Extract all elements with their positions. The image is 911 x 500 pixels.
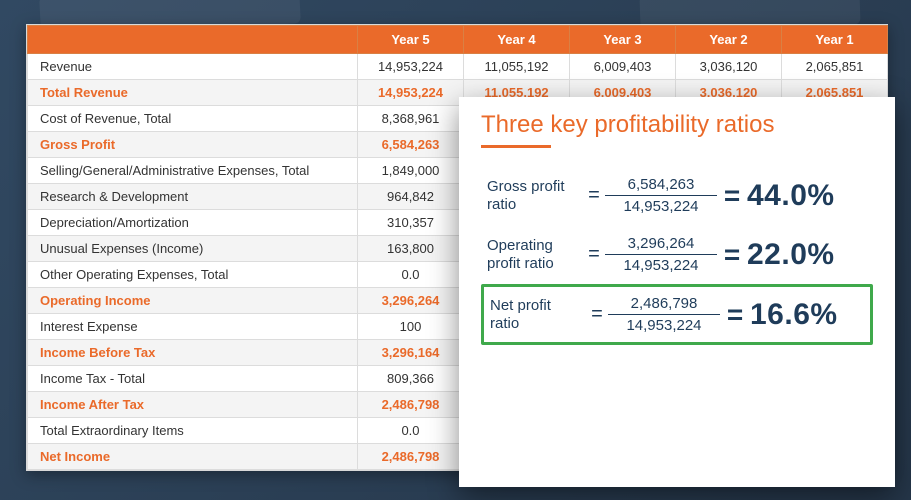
- ratio-denominator: 14,953,224: [608, 315, 720, 334]
- header-blank: [28, 26, 358, 54]
- ratio-name: Gross profitratio: [487, 178, 583, 213]
- row-label: Other Operating Expenses, Total: [28, 262, 358, 288]
- ratio-percent: 44.0%: [747, 179, 835, 213]
- equals-sign: =: [720, 299, 750, 331]
- row-value: 310,357: [358, 210, 464, 236]
- header-year: Year 1: [782, 26, 888, 54]
- row-value: 0.0: [358, 262, 464, 288]
- row-label: Income After Tax: [28, 392, 358, 418]
- row-value: 8,368,961: [358, 106, 464, 132]
- slide: Year 5 Year 4 Year 3 Year 2 Year 1 Reven…: [0, 0, 911, 500]
- ratio-denominator: 14,953,224: [605, 255, 717, 274]
- equals-sign: =: [717, 180, 747, 212]
- row-value: 6,584,263: [358, 132, 464, 158]
- equals-sign: =: [717, 239, 747, 271]
- row-label: Depreciation/Amortization: [28, 210, 358, 236]
- row-value: 2,065,851: [782, 54, 888, 80]
- row-value: 100: [358, 314, 464, 340]
- row-value: 809,366: [358, 366, 464, 392]
- ratio-fraction: 6,584,26314,953,224: [605, 176, 717, 215]
- row-value: 0.0: [358, 418, 464, 444]
- ratio-numerator: 3,296,264: [605, 235, 717, 255]
- header-year: Year 2: [676, 26, 782, 54]
- row-value: 14,953,224: [358, 54, 464, 80]
- ratio-row: Gross profitratio=6,584,26314,953,224=44…: [481, 166, 873, 225]
- equals-sign: =: [583, 243, 605, 266]
- card-title-underline: [481, 145, 551, 148]
- row-value: 1,849,000: [358, 158, 464, 184]
- ratio-card: Three key profitability ratios Gross pro…: [459, 97, 895, 487]
- equals-sign: =: [586, 303, 608, 326]
- ratio-fraction: 2,486,79814,953,224: [608, 295, 720, 334]
- row-label: Income Tax - Total: [28, 366, 358, 392]
- row-value: 6,009,403: [570, 54, 676, 80]
- row-value: 3,296,264: [358, 288, 464, 314]
- row-value: 11,055,192: [464, 54, 570, 80]
- table-row: Revenue14,953,22411,055,1926,009,4033,03…: [28, 54, 888, 80]
- row-value: 163,800: [358, 236, 464, 262]
- ratio-row: Net profitratio=2,486,79814,953,224=16.6…: [481, 284, 873, 345]
- card-title: Three key profitability ratios: [481, 111, 873, 139]
- table-header-row: Year 5 Year 4 Year 3 Year 2 Year 1: [28, 26, 888, 54]
- row-label: Interest Expense: [28, 314, 358, 340]
- ratio-name: Net profitratio: [490, 297, 586, 332]
- row-label: Total Revenue: [28, 80, 358, 106]
- ratio-numerator: 6,584,263: [605, 176, 717, 196]
- ratio-fraction: 3,296,26414,953,224: [605, 235, 717, 274]
- row-value: 3,296,164: [358, 340, 464, 366]
- row-value: 2,486,798: [358, 444, 464, 470]
- row-value: 14,953,224: [358, 80, 464, 106]
- row-label: Selling/General/Administrative Expenses,…: [28, 158, 358, 184]
- equals-sign: =: [583, 184, 605, 207]
- row-label: Unusual Expenses (Income): [28, 236, 358, 262]
- row-label: Operating Income: [28, 288, 358, 314]
- ratio-list: Gross profitratio=6,584,26314,953,224=44…: [481, 166, 873, 345]
- ratio-numerator: 2,486,798: [608, 295, 720, 315]
- row-value: 2,486,798: [358, 392, 464, 418]
- header-year: Year 5: [358, 26, 464, 54]
- ratio-percent: 22.0%: [747, 238, 835, 272]
- row-value: 964,842: [358, 184, 464, 210]
- row-label: Total Extraordinary Items: [28, 418, 358, 444]
- row-value: 3,036,120: [676, 54, 782, 80]
- ratio-name: Operatingprofit ratio: [487, 237, 583, 272]
- row-label: Income Before Tax: [28, 340, 358, 366]
- row-label: Revenue: [28, 54, 358, 80]
- ratio-denominator: 14,953,224: [605, 196, 717, 215]
- ratio-row: Operatingprofit ratio=3,296,26414,953,22…: [481, 225, 873, 284]
- row-label: Gross Profit: [28, 132, 358, 158]
- row-label: Cost of Revenue, Total: [28, 106, 358, 132]
- ratio-percent: 16.6%: [750, 298, 838, 332]
- row-label: Research & Development: [28, 184, 358, 210]
- header-year: Year 3: [570, 26, 676, 54]
- row-label: Net Income: [28, 444, 358, 470]
- header-year: Year 4: [464, 26, 570, 54]
